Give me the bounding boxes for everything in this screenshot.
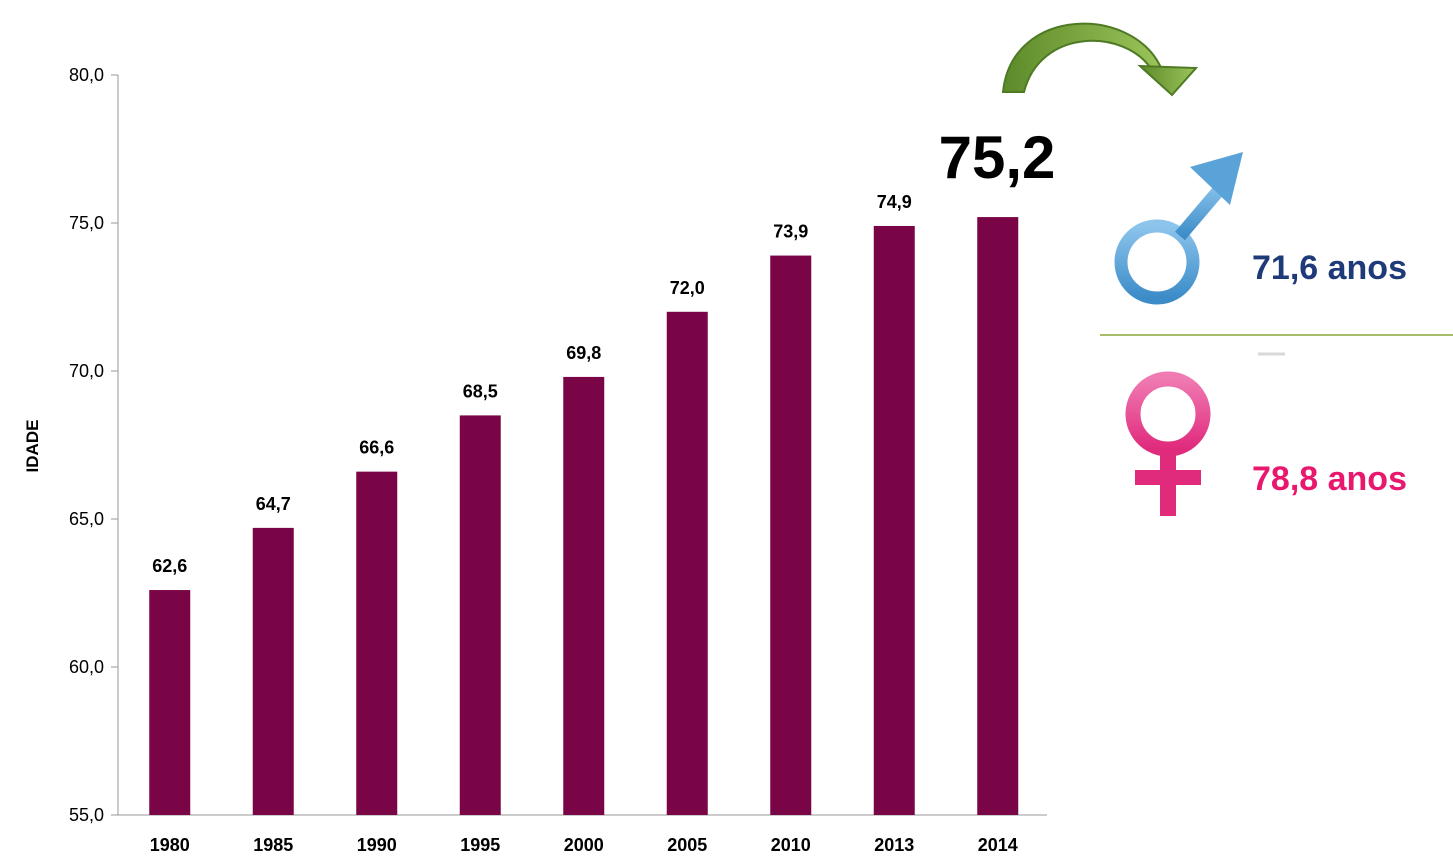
bar (873, 225, 915, 815)
x-axis-labels: 1980 1985 1990 1995 2000 2005 2010 2013 2014 (150, 835, 1018, 855)
bar-value-label: 68,5 (463, 381, 498, 401)
y-axis-title: IDADE (23, 420, 42, 473)
bar (149, 590, 191, 815)
bar-value-label: 69,8 (566, 343, 601, 363)
y-tick-label: 60,0 (69, 657, 104, 677)
male-life-expectancy: 71,6 anos (1252, 249, 1407, 287)
bar (356, 471, 398, 815)
y-tick-label: 65,0 (69, 509, 104, 529)
female-symbol-icon (1125, 371, 1211, 516)
y-tick-label: 80,0 (69, 65, 104, 85)
y-axis-ticks: 55,0 60,0 65,0 70,0 75,0 80,0 (69, 65, 118, 825)
bar-value-label: 73,9 (773, 222, 808, 242)
value-labels: 62,6 64,7 66,6 68,5 69,8 72,0 73,9 74,9 (152, 192, 912, 576)
highlight-value: 75,2 (939, 124, 1056, 191)
x-tick-label: 2010 (771, 835, 811, 855)
y-tick-label: 55,0 (69, 805, 104, 825)
bar (252, 527, 294, 815)
bar-value-label: 64,7 (256, 494, 291, 514)
bar-chart: 55,0 60,0 65,0 70,0 75,0 80,0 62,6 64,7 66,6 68,… (23, 65, 1055, 855)
bar-value-label: 74,9 (877, 192, 912, 212)
y-tick-label: 75,0 (69, 213, 104, 233)
bar (770, 255, 812, 815)
bar-value-label: 66,6 (359, 438, 394, 458)
x-tick-label: 2014 (978, 835, 1018, 855)
x-tick-label: 2000 (564, 835, 604, 855)
bar (666, 311, 708, 815)
x-tick-label: 1985 (253, 835, 293, 855)
bar-value-label: 62,6 (152, 556, 187, 576)
bars (149, 217, 1019, 815)
x-tick-label: 2013 (874, 835, 914, 855)
bar-value-label: 72,0 (670, 278, 705, 298)
x-tick-label: 2005 (667, 835, 707, 855)
y-tick-label: 70,0 (69, 361, 104, 381)
x-tick-label: 1980 (150, 835, 190, 855)
bar (977, 217, 1019, 815)
male-symbol-icon (1114, 152, 1243, 305)
female-life-expectancy: 78,8 anos (1252, 460, 1407, 498)
x-tick-label: 1990 (357, 835, 397, 855)
curved-arrow-icon (1001, 22, 1199, 97)
x-tick-label: 1995 (460, 835, 500, 855)
bar (563, 376, 605, 815)
bar (459, 415, 501, 815)
